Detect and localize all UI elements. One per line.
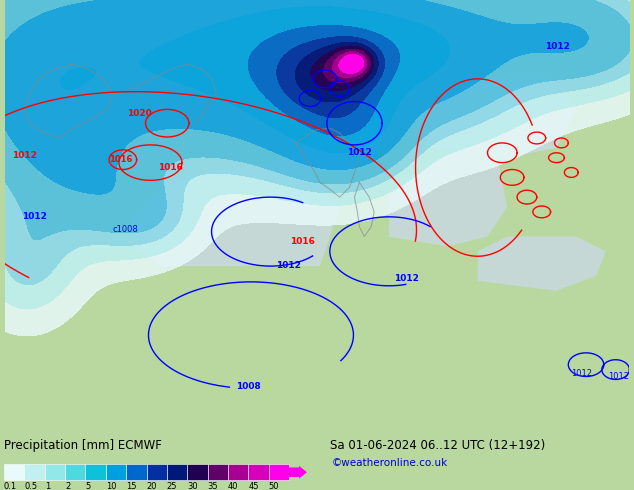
Text: 2: 2 — [65, 482, 70, 490]
Text: 1012: 1012 — [571, 369, 592, 378]
Text: 40: 40 — [228, 482, 238, 490]
FancyArrow shape — [289, 466, 307, 479]
Text: ©weatheronline.co.uk: ©weatheronline.co.uk — [332, 458, 448, 468]
Text: 1: 1 — [45, 482, 50, 490]
Bar — [228, 465, 249, 480]
Text: 15: 15 — [126, 482, 137, 490]
Text: Precipitation [mm] ECMWF: Precipitation [mm] ECMWF — [4, 439, 162, 452]
Text: Sa 01-06-2024 06..12 UTC (12+192): Sa 01-06-2024 06..12 UTC (12+192) — [330, 439, 545, 452]
Bar — [65, 465, 86, 480]
Text: 1012: 1012 — [545, 42, 569, 51]
Polygon shape — [389, 148, 507, 246]
Text: 1016: 1016 — [290, 238, 315, 246]
Bar — [24, 465, 45, 480]
Bar — [4, 465, 24, 480]
Text: 20: 20 — [146, 482, 157, 490]
Bar — [269, 465, 289, 480]
Text: 1012: 1012 — [13, 151, 37, 160]
Text: 1020: 1020 — [127, 109, 152, 118]
Text: 1012: 1012 — [22, 212, 47, 221]
Text: 45: 45 — [249, 482, 259, 490]
Bar — [106, 465, 126, 480]
Text: 10: 10 — [106, 482, 116, 490]
Text: 1012: 1012 — [347, 148, 372, 157]
Bar — [146, 465, 167, 480]
Bar — [207, 465, 228, 480]
Bar — [86, 465, 106, 480]
Text: 50: 50 — [269, 482, 279, 490]
Text: 35: 35 — [207, 482, 218, 490]
Text: 0.5: 0.5 — [24, 482, 37, 490]
Bar — [167, 465, 187, 480]
Text: 1012: 1012 — [608, 372, 629, 381]
Text: 1012: 1012 — [276, 261, 301, 270]
Text: 30: 30 — [187, 482, 198, 490]
Bar — [126, 465, 146, 480]
Polygon shape — [290, 79, 389, 172]
Text: 1012: 1012 — [394, 274, 418, 283]
Text: 25: 25 — [167, 482, 178, 490]
Bar — [187, 465, 207, 480]
Bar — [249, 465, 269, 480]
Text: 0.1: 0.1 — [4, 482, 17, 490]
Text: 5: 5 — [86, 482, 91, 490]
Text: c1008: c1008 — [113, 224, 139, 234]
Polygon shape — [418, 79, 576, 158]
Polygon shape — [133, 158, 340, 266]
Bar — [45, 465, 65, 480]
Text: 1016: 1016 — [158, 163, 183, 172]
Text: 1008: 1008 — [236, 382, 261, 392]
Polygon shape — [477, 237, 605, 291]
Text: 1016: 1016 — [109, 155, 133, 164]
